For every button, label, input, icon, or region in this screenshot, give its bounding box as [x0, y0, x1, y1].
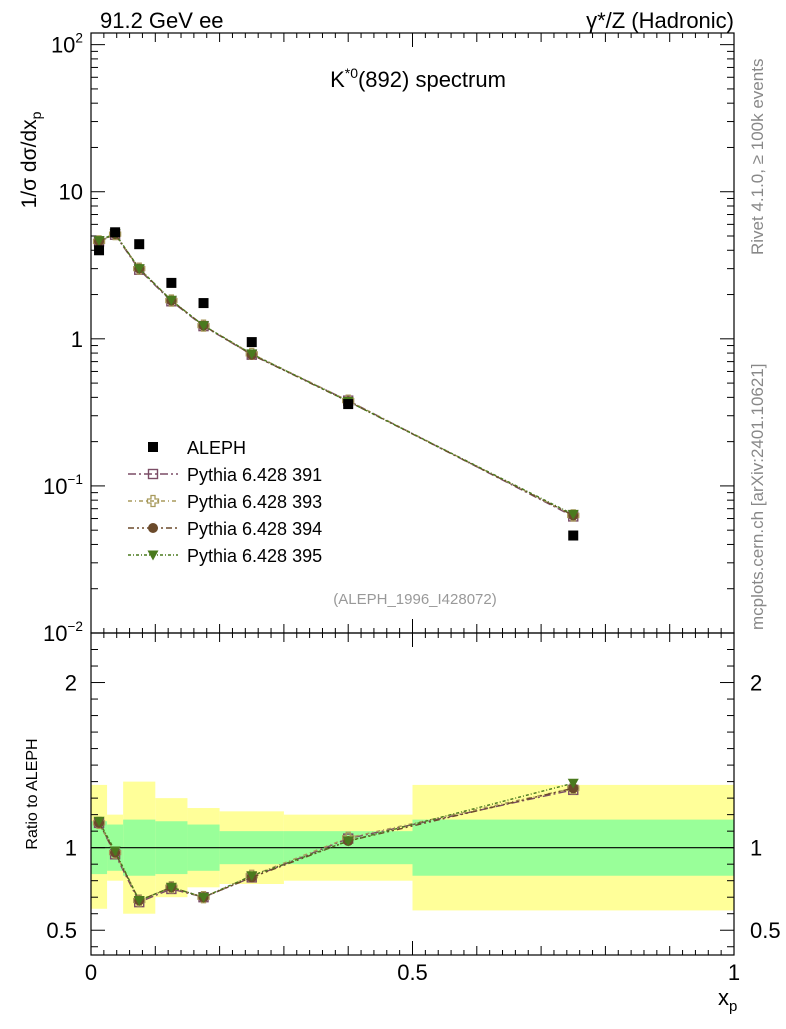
ratio-point — [567, 778, 579, 789]
ratio-y-tick-label-right: 0.5 — [750, 918, 781, 943]
data-point — [110, 227, 121, 238]
legend-label: ALEPH — [187, 438, 246, 458]
ratio-point — [109, 846, 121, 857]
series-line — [98, 233, 574, 518]
x-tick-label: 0 — [85, 960, 97, 985]
ratio-point — [246, 871, 258, 882]
data-point — [198, 321, 210, 332]
legend-marker — [146, 494, 160, 508]
data-point — [567, 509, 579, 520]
data-point — [343, 399, 354, 410]
ratio-point — [133, 896, 145, 907]
side-label-mcplots: mcplots.cern.ch [arXiv:2401.10621] — [748, 364, 767, 630]
header-right: γ*/Z (Hadronic) — [586, 8, 734, 33]
y-tick-label: 102 — [51, 31, 83, 58]
series-line — [98, 232, 574, 516]
y-tick-label: 10−2 — [43, 619, 83, 646]
data-point — [166, 277, 177, 288]
ratio-series-line — [98, 782, 574, 902]
data-point — [133, 264, 145, 275]
x-axis-label: xp — [718, 985, 737, 1015]
ratio-series-line — [98, 789, 574, 904]
chart-title: K*0(892) spectrum — [330, 65, 506, 92]
analysis-tag: (ALEPH_1996_I428072) — [333, 591, 496, 608]
data-point — [94, 245, 105, 256]
series-line — [98, 233, 574, 517]
legend-marker — [148, 523, 158, 533]
ratio-y-tick-label: 0.5 — [46, 918, 77, 943]
ratio-point — [93, 816, 105, 827]
y-tick-label: 10−1 — [43, 472, 83, 499]
ratio-y-tick-label: 1 — [65, 836, 77, 861]
ratio-series-line — [98, 787, 574, 902]
legend-marker — [147, 468, 159, 480]
ratio-panel: 0.5 0.5 1 1 2 2 0 0.5 1 Ratio to ALEPH xp — [24, 632, 781, 1015]
series-line — [98, 233, 574, 517]
y-axis-label: 1/σ dσ/dxp — [18, 111, 44, 208]
legend-marker — [148, 442, 158, 452]
x-tick-label: 1 — [728, 960, 740, 985]
data-point — [246, 349, 258, 360]
main-frame — [90, 32, 735, 634]
data-point — [198, 298, 209, 309]
side-label-rivet: Rivet 4.1.0, ≥ 100k events — [748, 59, 767, 255]
ratio-y-tick-label-right: 1 — [750, 836, 762, 861]
legend-marker — [147, 550, 159, 561]
data-point — [568, 530, 579, 541]
y-tick-label: 1 — [71, 327, 83, 352]
legend-label: Pythia 6.428 391 — [187, 465, 322, 485]
main-panel: 10−2 10−1 1 10 102 1/σ dσ/dxp K*0(892) spectru… — [18, 31, 735, 646]
y-tick-label: 10 — [59, 180, 83, 205]
data-point — [165, 295, 177, 306]
header-left: 91.2 GeV ee — [100, 8, 224, 33]
data-point — [93, 236, 105, 247]
ratio-point — [165, 882, 177, 893]
ratio-y-tick-label-right: 2 — [750, 671, 762, 696]
legend-label: Pythia 6.428 393 — [187, 492, 322, 512]
ratio-point — [342, 836, 354, 847]
data-point — [246, 337, 257, 348]
ratio-y-tick-label: 2 — [65, 671, 77, 696]
data-point — [134, 239, 145, 250]
legend-label: Pythia 6.428 395 — [187, 546, 322, 566]
legend-label: Pythia 6.428 394 — [187, 519, 322, 539]
ratio-point — [198, 892, 210, 903]
ratio-y-axis-label: Ratio to ALEPH — [24, 738, 41, 849]
x-tick-label: 0.5 — [397, 960, 428, 985]
